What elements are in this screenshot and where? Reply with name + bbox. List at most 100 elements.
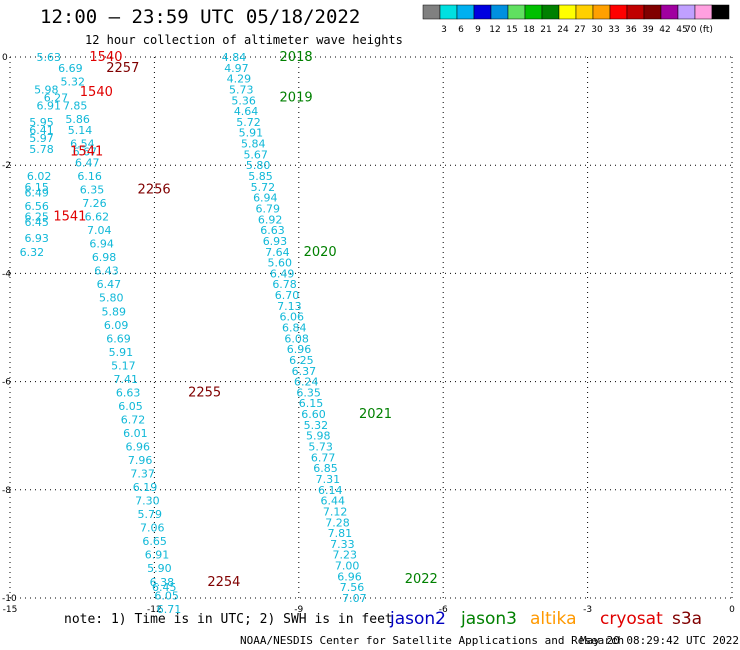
swh-value: 6.96	[337, 570, 362, 583]
swh-value: 5.73	[229, 83, 254, 96]
y-tick-label: -4	[2, 269, 11, 279]
legend-swatch	[677, 4, 696, 20]
swh-value: 6.37	[292, 365, 317, 378]
swh-value: 5.86	[65, 113, 90, 126]
swh-value: 6.25	[289, 354, 314, 367]
time-label: 1541	[70, 145, 103, 160]
legend-swatch	[575, 4, 594, 20]
legend-label: 12	[489, 25, 500, 35]
swh-value: 6.70	[275, 289, 300, 302]
legend-label: 33	[608, 25, 619, 35]
swh-value: 6.35	[296, 386, 321, 399]
swh-value: 6.96	[287, 343, 312, 356]
swh-value: 6.15	[24, 181, 49, 194]
legend-swatch	[507, 4, 526, 20]
swh-value: 6.69	[106, 332, 130, 345]
swh-value: 5.84	[241, 138, 265, 151]
swh-value: 5.60	[268, 257, 293, 270]
page-subtitle: 12 hour collection of altimeter wave hei…	[85, 33, 403, 47]
swh-value: 6.05	[154, 589, 179, 602]
swh-value: 6.01	[123, 427, 148, 440]
swh-value: 5.72	[236, 116, 261, 129]
swh-value: 6.38	[150, 576, 175, 589]
time-label: 2021	[359, 407, 392, 422]
y-tick-label: -8	[2, 486, 11, 496]
time-label: 2254	[207, 575, 240, 590]
swh-value: 6.93	[263, 235, 288, 248]
swh-value: 6.24	[294, 376, 319, 389]
swh-value: 7.00	[335, 560, 360, 573]
time-label: 2018	[280, 50, 313, 65]
swh-value: 5.98	[34, 83, 59, 96]
legend-label: 18	[523, 25, 535, 35]
swh-value: 6.15	[299, 397, 324, 410]
time-label: 2019	[280, 91, 313, 106]
swh-value: 6.08	[284, 332, 309, 345]
x-tick-label: 0	[729, 605, 735, 615]
swh-value: 5.63	[36, 51, 61, 64]
swh-value: 5.32	[304, 419, 329, 432]
swh-value: 6.77	[311, 451, 336, 464]
swh-value: 5.67	[243, 148, 267, 161]
swh-value: 6.56	[24, 200, 49, 213]
swh-value: 6.45	[152, 581, 177, 594]
swh-value: 6.06	[280, 311, 305, 324]
timestamp-text: May 20 08:29:42 UTC 2022	[580, 634, 739, 647]
legend-label: 42	[659, 25, 670, 35]
swh-value: 6.47	[97, 278, 122, 291]
swh-value: 5.89	[101, 305, 126, 318]
y-tick-label: -6	[2, 378, 11, 388]
swh-value: 5.73	[308, 441, 333, 454]
swh-value: 5.91	[239, 127, 264, 140]
swh-value: 6.09	[104, 319, 129, 332]
legend-label: 36	[625, 25, 637, 35]
swh-value: 6.98	[92, 251, 117, 264]
swh-value: 7.41	[113, 373, 138, 386]
swh-value: 7.33	[330, 538, 355, 551]
legend-jason3: jason3	[461, 609, 517, 629]
time-label: 1541	[53, 210, 86, 225]
swh-value: 6.43	[94, 265, 119, 278]
swh-value: 6.84	[282, 322, 307, 335]
x-tick-label: -9	[294, 605, 303, 615]
y-tick-label: 0	[2, 53, 8, 63]
legend-label: 24	[557, 25, 569, 35]
swh-value: 6.62	[85, 211, 110, 224]
legend-swatch	[643, 4, 662, 20]
time-label: 1540	[89, 50, 122, 65]
swh-value: 6.02	[27, 170, 51, 183]
legend-label: 30	[591, 25, 603, 35]
legend-s3a: s3a	[672, 609, 703, 629]
legend-swatch	[490, 4, 509, 20]
swh-value: 6.94	[89, 238, 114, 251]
time-label: 2257	[106, 61, 139, 76]
swh-value: 6.35	[80, 184, 105, 197]
legend-label: 21	[540, 25, 551, 35]
swh-value: 6.54	[70, 138, 95, 151]
x-tick-label: -6	[439, 605, 448, 615]
legend-cryosat: cryosat	[600, 609, 663, 629]
swh-value: 6.69	[58, 62, 82, 75]
swh-value: 6.92	[258, 213, 283, 226]
swh-value: 7.26	[82, 197, 107, 210]
x-tick-label: -15	[3, 605, 18, 615]
swh-value: 6.49	[24, 186, 49, 199]
legend-swatch	[626, 4, 645, 20]
swh-value: 7.06	[140, 522, 165, 535]
x-tick-label: -12	[147, 605, 162, 615]
swh-value: 6.78	[272, 278, 297, 291]
swh-value: 6.47	[75, 156, 100, 169]
swh-value: 5.85	[248, 170, 273, 183]
legend-label: 9	[475, 25, 481, 35]
legend-swatch	[439, 4, 458, 20]
swh-value: 4.64	[234, 105, 259, 118]
legend-jason2: jason2	[390, 609, 446, 629]
swh-value: 5.95	[29, 116, 54, 129]
swh-value: 6.19	[133, 481, 158, 494]
legend-swatch	[422, 4, 441, 20]
swh-value: 5.78	[29, 143, 54, 156]
swh-value: 7.64	[265, 246, 290, 259]
swh-value: 7.85	[63, 100, 88, 113]
swh-value: 6.91	[145, 549, 170, 562]
